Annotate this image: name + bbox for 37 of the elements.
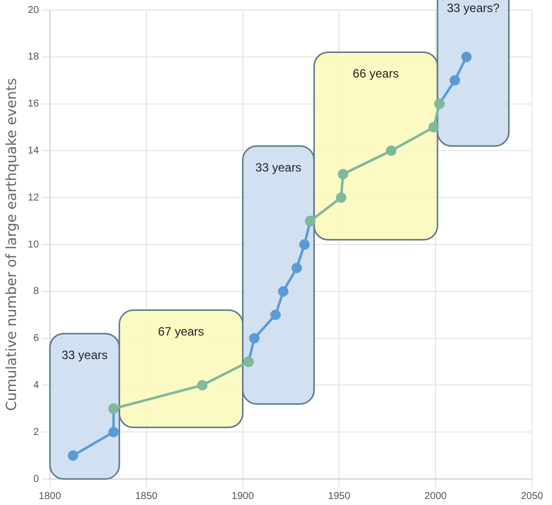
- band-label: 33 years?: [446, 0, 500, 15]
- point: [108, 426, 119, 438]
- y-tick-label: 20: [28, 4, 40, 16]
- y-tick-label: 4: [33, 380, 40, 391]
- y-tick-label: 10: [28, 239, 40, 250]
- x-tick-label: 1850: [135, 490, 158, 502]
- band-label: 66 years: [352, 66, 399, 81]
- point: [461, 52, 472, 62]
- y-tick-label: 14: [28, 145, 40, 156]
- point: [278, 286, 288, 297]
- y-tick-label: 12: [28, 192, 40, 204]
- y-axis-title: Cumulative number of large earthquake events: [4, 78, 20, 411]
- y-tick-label: 16: [28, 98, 40, 110]
- point: [386, 145, 396, 156]
- point: [336, 192, 346, 203]
- x-tick-label: 1950: [328, 490, 351, 502]
- x-tick-label: 2000: [424, 490, 448, 502]
- point: [299, 239, 310, 250]
- point: [197, 380, 208, 390]
- point: [428, 122, 439, 132]
- y-tick-label: 0: [33, 474, 40, 485]
- x-tick-label: 1900: [232, 490, 254, 502]
- point: [249, 333, 260, 344]
- point: [450, 75, 460, 86]
- y-tick-label: 2: [33, 426, 40, 438]
- band-label: 67 years: [158, 324, 204, 338]
- point: [338, 168, 348, 180]
- band-label: 33 years: [62, 348, 108, 362]
- band-label: 33 years: [255, 160, 302, 174]
- point: [291, 262, 302, 274]
- point: [270, 310, 281, 320]
- point: [68, 450, 78, 461]
- y-tick-label: 6: [33, 333, 40, 344]
- y-tick-label: 8: [33, 286, 40, 298]
- y-tick-label: 18: [28, 52, 40, 63]
- x-tick-label: 2050: [520, 490, 544, 502]
- x-tick-label: 1800: [38, 490, 62, 502]
